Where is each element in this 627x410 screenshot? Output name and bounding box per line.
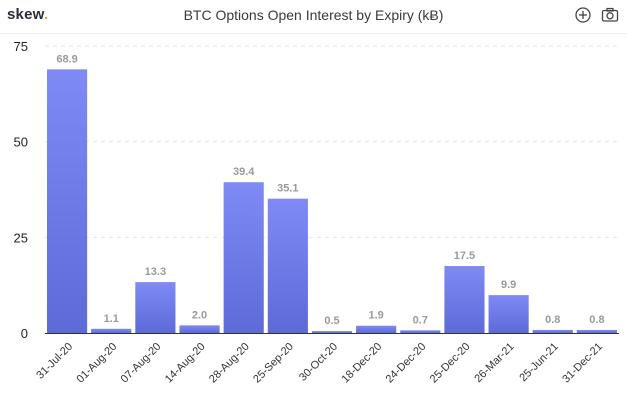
x-axis-ticks: 31-Jul-20 01-Aug-20 07-Aug-20 14-Aug-20 28-A… [34, 341, 605, 386]
chart-header: skew. BTC Options Open Interest by Expir… [0, 0, 627, 34]
x-tick-label: 25-Sep-20 [251, 341, 296, 386]
data-label: 0.5 [324, 315, 339, 327]
bar[interactable] [532, 329, 573, 333]
bar[interactable] [311, 331, 353, 333]
data-labels: 68.9 1.1 13.3 2.0 39.4 35.1 0.5 1.9 0.7 17.5 9.9 0.… [56, 53, 604, 327]
y-tick-label: 75 [14, 39, 28, 54]
x-tick-label: 18-Dec-20 [339, 341, 384, 386]
y-tick-label: 0 [21, 326, 28, 341]
skew-logo: skew. [7, 6, 48, 23]
bar[interactable] [135, 282, 176, 333]
x-tick-label: 31-Jul-20 [34, 341, 75, 382]
data-label: 2.0 [192, 309, 207, 321]
y-tick-label: 25 [14, 230, 28, 245]
camera-icon[interactable] [601, 6, 619, 24]
data-label: 0.7 [413, 314, 428, 326]
y-axis-ticks: 0 25 50 75 [14, 39, 28, 341]
zoom-in-icon[interactable] [574, 6, 592, 24]
bar[interactable] [179, 325, 220, 333]
data-label: 17.5 [454, 250, 475, 262]
data-label: 68.9 [56, 53, 77, 65]
x-tick-label: 30-Oct-20 [297, 341, 340, 384]
grid-lines [45, 45, 619, 238]
bar[interactable] [267, 198, 308, 333]
bar[interactable] [576, 329, 617, 333]
x-tick-label: 25-Dec-20 [428, 341, 473, 386]
bar[interactable] [91, 328, 132, 333]
x-tick-label: 28-Aug-20 [207, 341, 252, 386]
data-label: 0.8 [545, 314, 560, 326]
data-label: 35.1 [277, 183, 298, 195]
y-tick-label: 50 [14, 135, 28, 150]
data-label: 1.9 [369, 310, 384, 322]
bar[interactable] [488, 295, 529, 333]
bar[interactable] [356, 325, 397, 333]
x-tick-label: 24-Dec-20 [384, 341, 429, 386]
x-tick-label: 14-Aug-20 [163, 341, 208, 386]
bar[interactable] [444, 266, 485, 333]
bars [47, 69, 617, 334]
x-tick-label: 26-Mar-21 [472, 341, 516, 385]
chart-title: BTC Options Open Interest by Expiry (kɃ) [183, 7, 444, 23]
data-label: 9.9 [501, 279, 516, 291]
data-label: 13.3 [145, 266, 166, 278]
bar[interactable] [47, 69, 88, 334]
x-tick-label: 31-Dec-21 [560, 341, 605, 386]
bar[interactable] [400, 330, 441, 333]
logo-dot: . [43, 6, 49, 23]
bar[interactable] [223, 182, 264, 333]
data-label: 39.4 [233, 166, 255, 178]
x-tick-label: 07-Aug-20 [119, 341, 164, 386]
x-tick-label: 25-Jun-21 [517, 341, 561, 385]
x-tick-label: 01-Aug-20 [75, 341, 120, 386]
data-label: 1.1 [104, 313, 119, 325]
data-label: 0.8 [589, 314, 604, 326]
logo-text: skew [7, 6, 44, 23]
